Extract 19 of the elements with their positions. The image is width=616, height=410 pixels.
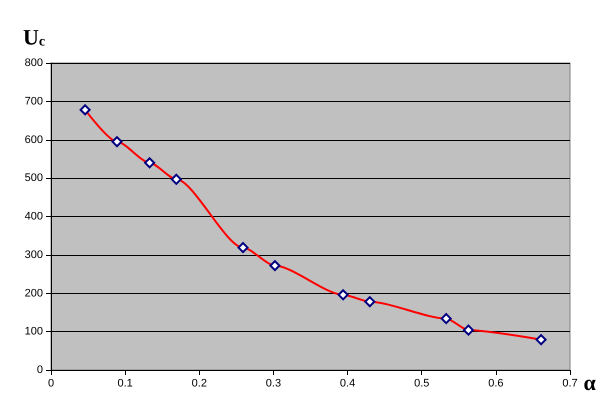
y-tick-label: 800 — [24, 57, 43, 69]
y-tick-label: 600 — [24, 134, 43, 146]
x-tick-label: 0.3 — [266, 378, 282, 390]
x-tick-label: 0.1 — [117, 378, 133, 390]
y-tick-label: 700 — [24, 95, 43, 108]
y-tick-label: 0 — [36, 364, 43, 376]
x-tick-label: 0.5 — [414, 378, 430, 390]
x-axis-title: α — [584, 370, 597, 395]
x-tick-label: 0.6 — [488, 378, 504, 390]
y-axis-title: Uc — [23, 24, 46, 50]
x-tick-label: 0.2 — [192, 378, 207, 390]
y-tick-label: 200 — [24, 287, 43, 300]
x-tick-label: 0.7 — [562, 378, 578, 390]
x-tick-label: 0.4 — [340, 378, 356, 390]
y-tick-label: 300 — [24, 248, 43, 261]
y-tick-label: 400 — [24, 210, 43, 222]
y-tick-label: 100 — [24, 326, 43, 338]
x-tick-label: 0 — [48, 378, 54, 390]
y-tick-label: 500 — [24, 172, 43, 184]
